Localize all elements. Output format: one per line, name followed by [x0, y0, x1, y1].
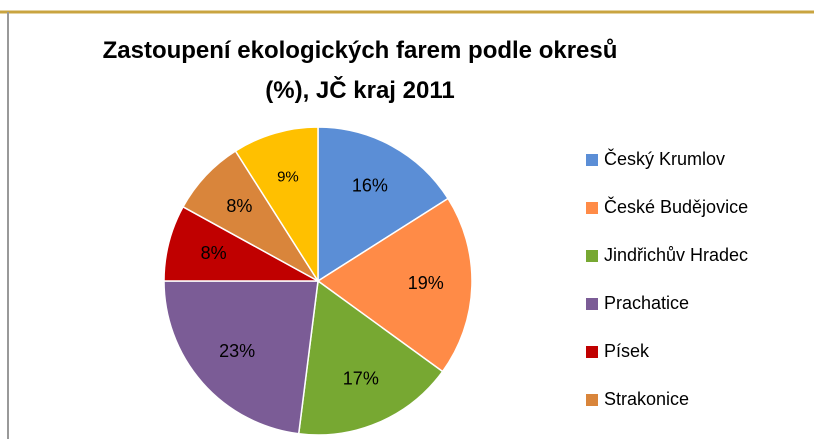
data-label: 9% [277, 168, 299, 185]
legend-swatch [586, 394, 598, 406]
data-label: 23% [219, 341, 255, 361]
legend-label: Prachatice [604, 293, 689, 313]
data-label: 16% [352, 175, 388, 195]
legend-swatch [586, 250, 598, 262]
pie-slice [297, 279, 444, 436]
pie-slice [316, 197, 473, 373]
legend-label: Strakonice [604, 389, 689, 409]
data-label: 19% [408, 273, 444, 293]
legend-swatch [586, 202, 598, 214]
legend-swatch [586, 346, 598, 358]
legend-swatch [586, 298, 598, 310]
legend-label: České Budějovice [604, 196, 748, 217]
legend-label: Jindřichův Hradec [604, 245, 748, 265]
legend-label: Český Krumlov [604, 148, 725, 169]
data-label: 8% [226, 196, 252, 216]
pie-slice [234, 126, 319, 284]
chart-title: Zastoupení ekologických farem podle okre… [103, 37, 618, 104]
pie-slice [317, 126, 450, 283]
data-label: 8% [201, 243, 227, 263]
legend-label: Písek [604, 341, 650, 361]
pie-slice [163, 280, 319, 435]
data-label: 17% [343, 369, 379, 389]
legend-swatch [586, 154, 598, 166]
